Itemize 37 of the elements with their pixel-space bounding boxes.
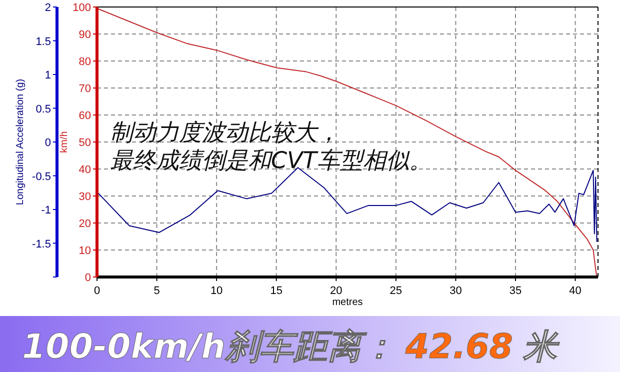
text: 100-0km/h刹车距离： <box>22 327 396 367</box>
y2-tick-label: 0.5 <box>36 103 51 116</box>
y-tick-label: 0 <box>84 272 91 284</box>
annotation: 制动力度波动比较大， <box>110 120 340 146</box>
y-tick-label: 60 <box>78 110 91 122</box>
x-tick-label: 20 <box>330 285 342 297</box>
y2-tick-label: 2 <box>44 2 51 14</box>
x-tick-label: 40 <box>569 285 582 297</box>
x-tick-label: 30 <box>450 285 462 297</box>
y-tick-label: 30 <box>78 191 91 203</box>
y-tick-label: 100 <box>72 2 91 14</box>
x-tick-label: 15 <box>270 285 282 297</box>
text: 42.68 <box>404 327 513 367</box>
x-tick-label: 25 <box>390 285 402 297</box>
y2-tick-label: 1.5 <box>36 36 51 48</box>
y2-tick-label: 0 <box>44 137 51 149</box>
x-tick-label: 10 <box>210 285 223 297</box>
y-axis-title: km/h <box>59 131 70 153</box>
y-tick-label: 70 <box>78 83 91 95</box>
x-tick-label: 0 <box>94 285 100 297</box>
y2-tick-label: 1 <box>44 70 51 82</box>
y-tick-label: 90 <box>78 29 91 41</box>
y-tick-label: 10 <box>78 245 91 257</box>
x-axis-title: metres <box>332 297 363 308</box>
y2-tick-label: -0.5 <box>32 170 51 183</box>
y2-axis-title: Longitudinal Acceleration (g) <box>15 78 26 206</box>
y-tick-label: 50 <box>78 137 91 149</box>
x-tick-label: 5 <box>154 285 160 297</box>
y2-tick-label: -1.5 <box>32 238 51 250</box>
x-tick-label: 35 <box>509 285 522 297</box>
line-series <box>96 8 598 278</box>
text: 米 <box>522 327 560 367</box>
y-tick-label: 20 <box>78 218 91 230</box>
y-tick-label: 80 <box>78 56 91 68</box>
annotation: 最终成绩倒是和CVT车型相似。 <box>110 148 432 174</box>
y2-tick-label: -1 <box>41 204 51 216</box>
y-tick-label: 40 <box>78 164 91 176</box>
